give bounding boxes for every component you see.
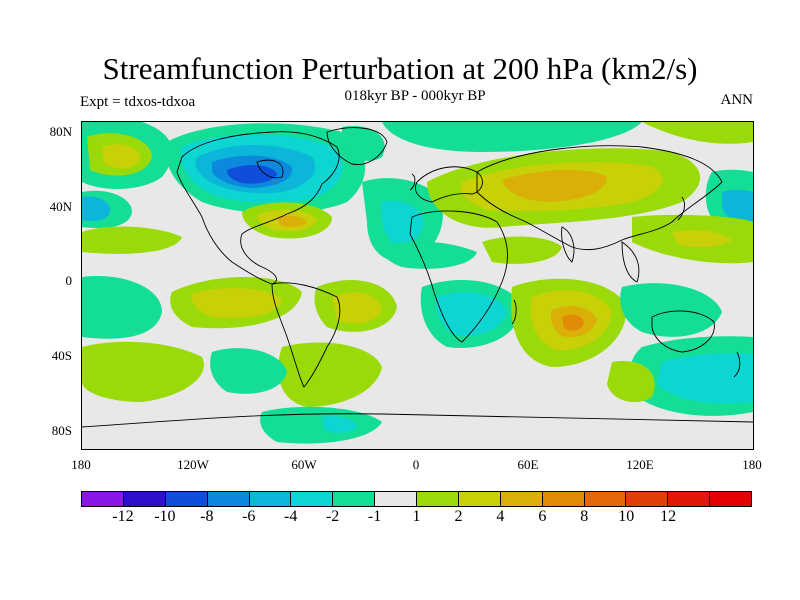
lon-label-0: 0 xyxy=(412,457,420,472)
lat-label-80s: 80S xyxy=(51,423,72,438)
lon-label-60w: 60W xyxy=(291,457,317,472)
contour-region xyxy=(227,165,277,184)
contour-region xyxy=(657,353,753,404)
colorbar-swatch xyxy=(165,492,208,506)
colorbar-swatch xyxy=(417,492,459,506)
colorbar-swatch xyxy=(668,492,711,506)
contour-region xyxy=(482,236,562,264)
experiment-label: Expt = tdxos-tdxoa xyxy=(80,94,196,110)
lat-label-40n: 40N xyxy=(49,199,72,214)
contour-region xyxy=(322,416,357,433)
contour-region xyxy=(502,169,607,202)
map-subtitle: 018kyr BP - 000kyr BP xyxy=(344,88,486,104)
contour-region xyxy=(642,122,753,144)
colorbar-label: -2 xyxy=(325,508,340,525)
contour-region xyxy=(672,229,732,248)
colorbar-label: 6 xyxy=(538,508,547,525)
lat-label-0: 0 xyxy=(65,273,73,288)
contour-region xyxy=(82,196,111,222)
colorbar-label: -4 xyxy=(284,508,298,525)
contour-region xyxy=(82,341,204,402)
lon-label-180w: 180 xyxy=(71,457,91,472)
lon-label-120w: 120W xyxy=(177,457,209,472)
colorbar-label: -12 xyxy=(112,508,134,525)
colorbar-swatch xyxy=(710,492,751,506)
colorbar-swatch xyxy=(626,492,669,506)
map-title: Streamfunction Perturbation at 200 hPa (… xyxy=(102,51,698,86)
contour-region xyxy=(436,292,507,336)
colorbar-swatch xyxy=(82,492,124,506)
colorbar-label: 8 xyxy=(580,508,589,525)
colorbar-label: -6 xyxy=(242,508,256,525)
colorbar-swatch xyxy=(584,492,627,506)
contour-region xyxy=(260,406,382,444)
contour-region xyxy=(381,200,424,244)
colorbar-swatch xyxy=(375,492,417,506)
contour-region xyxy=(102,144,141,169)
colorbar-label: 1 xyxy=(412,508,421,525)
contour-fills xyxy=(82,122,753,444)
contour-region xyxy=(620,283,722,337)
colorbar-label: -10 xyxy=(154,508,176,525)
contour-region xyxy=(82,276,162,339)
contour-region xyxy=(607,361,655,403)
contour-region xyxy=(342,126,385,162)
contour-region xyxy=(82,226,182,254)
lon-label-180e: 180 xyxy=(742,457,762,472)
lon-label-60e: 60E xyxy=(517,457,539,472)
colorbar-swatch xyxy=(207,492,250,506)
colorbar-swatch xyxy=(500,492,543,506)
contour-region xyxy=(332,292,382,324)
contour-region xyxy=(382,241,477,269)
colorbar-label: 2 xyxy=(454,508,463,525)
contour-region xyxy=(562,314,584,331)
colorbar-swatch xyxy=(123,492,166,506)
contour-region xyxy=(722,189,753,223)
colorbar-label: 12 xyxy=(660,508,677,525)
lon-label-120e: 120E xyxy=(626,457,654,472)
season-label: ANN xyxy=(720,92,754,108)
colorbar-swatch xyxy=(291,492,334,506)
colorbar-swatch xyxy=(458,492,501,506)
colorbar-label: 4 xyxy=(496,508,505,525)
contour-region xyxy=(278,342,382,407)
colorbar-swatch xyxy=(333,492,376,506)
lat-label-40s: 40S xyxy=(51,348,72,363)
coastlines xyxy=(82,127,753,428)
contour-map xyxy=(82,122,753,444)
contour-region xyxy=(277,215,307,227)
colorbar-swatch xyxy=(249,492,292,506)
colorbar-label: -8 xyxy=(200,508,214,525)
colorbar-label: -1 xyxy=(367,508,382,525)
contour-region xyxy=(382,122,642,152)
colorbar-swatch xyxy=(542,492,585,506)
lat-label-80n: 80N xyxy=(49,124,72,139)
colorbar xyxy=(81,491,752,507)
colorbar-label: 10 xyxy=(618,508,635,525)
map-panel xyxy=(81,121,754,450)
contour-region xyxy=(191,288,282,319)
contour-region xyxy=(210,348,287,394)
